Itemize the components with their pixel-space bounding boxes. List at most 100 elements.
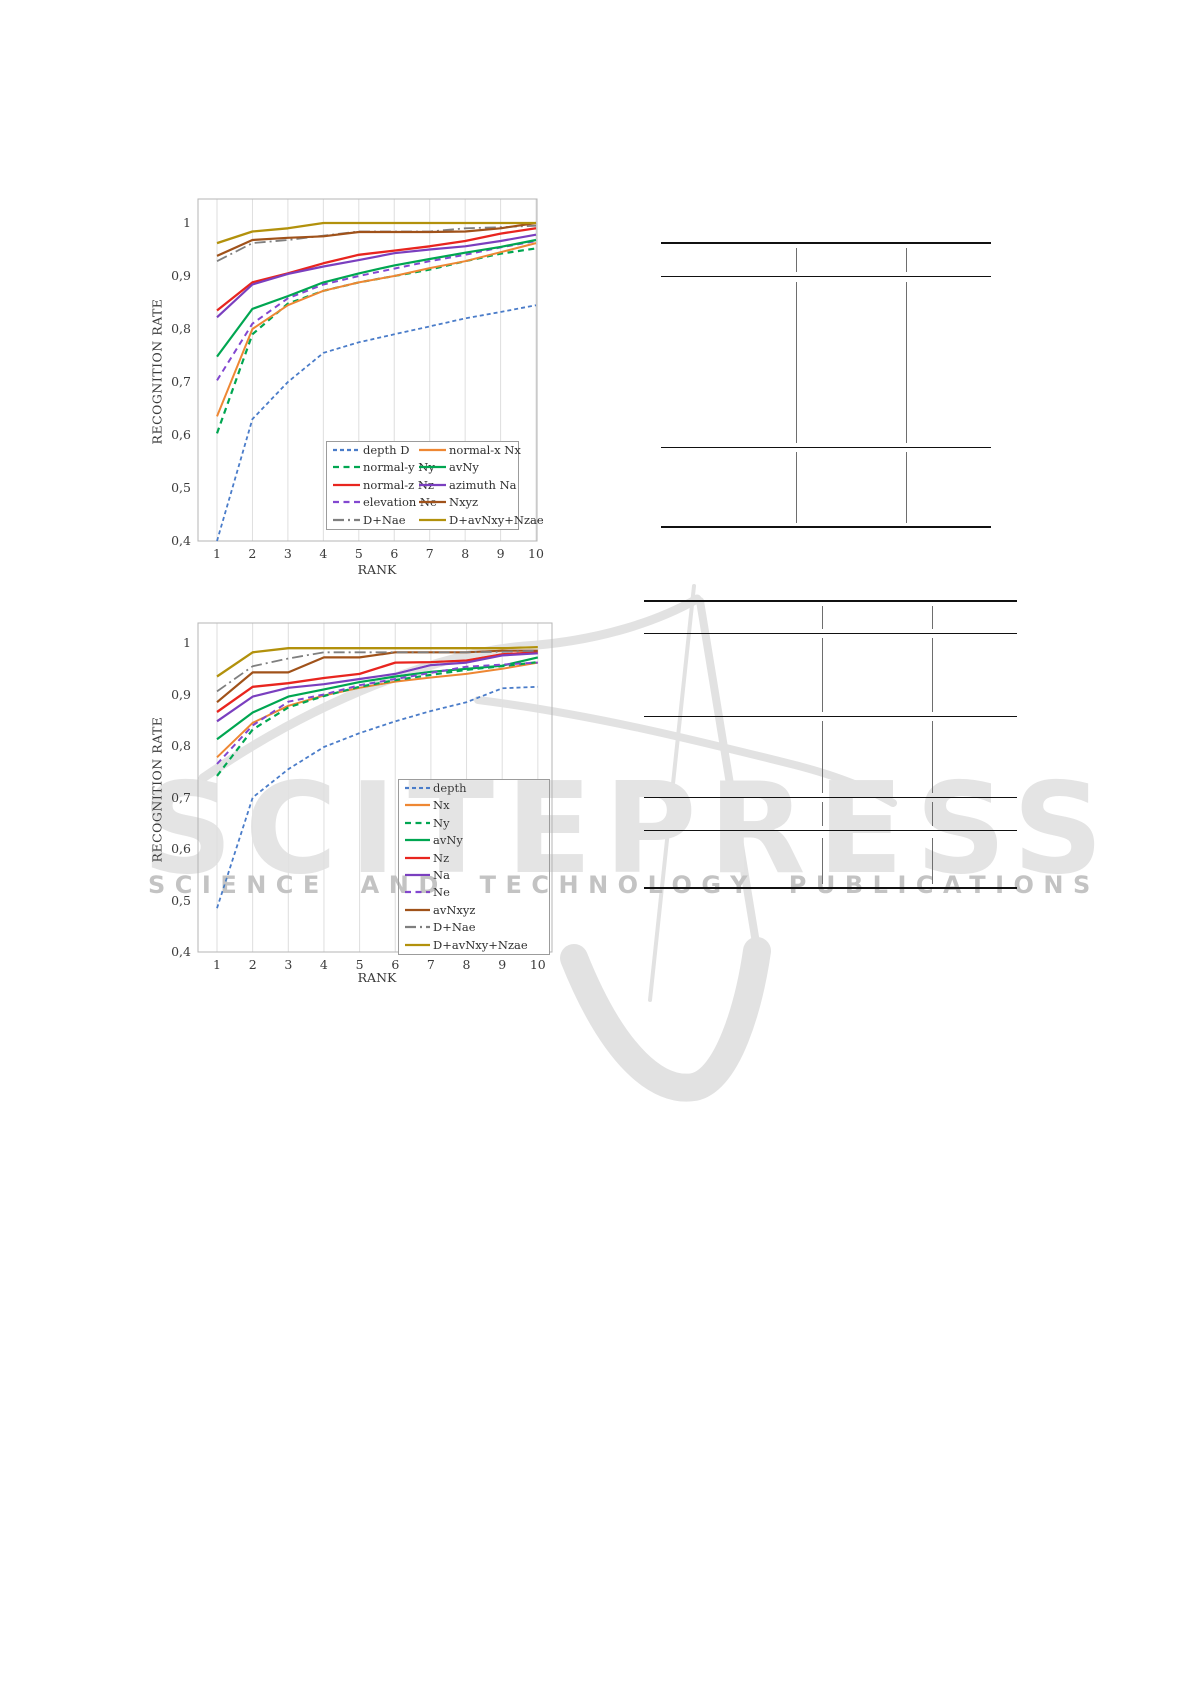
- legend-item-Ny: Ny: [433, 815, 450, 830]
- legend-item-avNy: avNy: [433, 833, 463, 848]
- chart1-xtick: 8: [461, 546, 470, 561]
- legend-line-swatch: [405, 856, 430, 859]
- chart1-ytick: 0,6: [171, 427, 191, 442]
- legend-item-avNy: avNy: [449, 460, 479, 475]
- legend-line-swatch: [405, 908, 430, 911]
- table2-header-rule: [644, 632, 1017, 634]
- table2-section-rule: [644, 796, 1017, 798]
- table2-col-divider: [822, 606, 824, 629]
- legend-line-swatch: [333, 518, 360, 521]
- chart2-xtick: 9: [498, 957, 507, 972]
- chart2-xtick: 1: [213, 957, 221, 972]
- chart1-ytick: 0,9: [171, 268, 191, 283]
- legend-item-avNxyz: avNxyz: [433, 902, 476, 917]
- legend-item-D+Nae: D+Nae: [363, 512, 406, 527]
- chart1-xtick: 2: [248, 546, 257, 561]
- series-Nz: [216, 651, 538, 713]
- chart2-ytick: 1: [183, 635, 191, 650]
- legend-item-Nxyz: Nxyz: [449, 495, 479, 510]
- chart2-x-axis-title: RANK: [357, 970, 397, 985]
- chart1-xtick: 7: [425, 546, 434, 561]
- chart2-ytick: 0,4: [171, 944, 191, 959]
- legend-line-swatch: [405, 873, 430, 877]
- legend-line-swatch: [333, 483, 360, 486]
- table1-col-divider: [796, 248, 798, 272]
- chart1-xtick: 9: [496, 546, 505, 561]
- legend-item-depth: depth: [433, 781, 467, 795]
- chart1-xtick: 4: [319, 546, 328, 561]
- chart1-xtick: 1: [213, 546, 221, 561]
- chart2-xtick: 10: [529, 957, 546, 972]
- chart2-ytick: 0,8: [171, 738, 191, 753]
- table2-col-divider: [822, 638, 824, 712]
- legend-item-depth D: depth D: [363, 443, 410, 457]
- legend-item-Ne: Ne: [433, 885, 450, 900]
- chart2-xtick: 8: [462, 957, 471, 972]
- legend-item-D+avNxy+Nzae: D+avNxy+Nzae: [449, 512, 544, 527]
- legend-line-swatch: [419, 501, 446, 504]
- series-avNy: [216, 238, 537, 358]
- legend-line-swatch: [405, 943, 430, 946]
- table2-col-divider: [932, 606, 934, 629]
- table2-col-divider: [932, 638, 934, 712]
- table1-bottom-rule: [661, 525, 991, 529]
- plot-border: [197, 198, 538, 542]
- table1-header-rule: [661, 275, 991, 277]
- table2-col-divider: [822, 721, 824, 793]
- chart1-x-axis-title: RANK: [357, 562, 397, 577]
- chart2-ytick: 0,7: [171, 789, 191, 805]
- chart1-ytick: 0,5: [171, 480, 191, 495]
- table2-top-rule: [644, 599, 1017, 602]
- legend-line-swatch: [333, 466, 360, 469]
- series-azimuth Na: [216, 233, 537, 319]
- series-Nxyz: [216, 221, 537, 257]
- legend-item-Nx: Nx: [433, 798, 450, 813]
- legend-line-swatch: [405, 786, 430, 790]
- table2-col-divider: [932, 802, 934, 826]
- chart2-xtick: 5: [355, 957, 364, 972]
- legend-item-Nz: Nz: [433, 850, 450, 865]
- chart1-xtick: 6: [390, 546, 399, 561]
- table1-col-divider: [906, 248, 908, 272]
- series-Na: [216, 652, 538, 723]
- chart1-ytick: 1: [183, 215, 191, 230]
- legend-line-swatch: [419, 483, 446, 486]
- legend-line-swatch: [333, 448, 360, 452]
- legend-line-swatch: [405, 926, 430, 929]
- legend-item-normal-z Nz: normal-z Nz: [363, 477, 434, 492]
- series-Ne: [216, 661, 538, 765]
- series-normal-z Nz: [216, 227, 537, 312]
- chart2-ytick: 0,6: [171, 841, 191, 856]
- legend-line-swatch: [419, 466, 446, 469]
- series-D+Nae: [216, 224, 537, 263]
- series-elevation Ne: [216, 240, 537, 381]
- chart1-ytick: 0,8: [171, 321, 191, 336]
- chart1-xtick: 3: [283, 546, 292, 561]
- table2-section-rule: [644, 829, 1017, 831]
- chart2-xtick: 6: [391, 957, 400, 972]
- table2-col-divider: [932, 838, 934, 884]
- chart2-xtick: 7: [426, 957, 435, 972]
- table1-top-rule: [661, 242, 991, 245]
- chart2-xtick: 3: [284, 957, 293, 972]
- table2-bottom-rule: [644, 887, 1017, 890]
- legend-line-swatch: [405, 821, 430, 824]
- chart2-ytick: 0,5: [171, 892, 191, 908]
- chart1-ytick: 0,4: [171, 533, 191, 548]
- chart2-xtick: 2: [248, 957, 257, 972]
- series-D+avNxy+Nzae: [216, 221, 536, 245]
- legend-item-D+avNxy+Nzae: D+avNxy+Nzae: [433, 937, 528, 952]
- legend-item-Na: Na: [433, 868, 450, 882]
- table1-section-rule: [661, 446, 991, 448]
- legend-line-swatch: [405, 891, 430, 894]
- legend-item-elevation Ne: elevation Ne: [363, 495, 437, 510]
- chart1-y-axis-title: RECOGNITION RATE: [149, 298, 165, 445]
- legend-line-swatch: [419, 448, 446, 452]
- table2-col-divider: [932, 721, 934, 793]
- series-normal-x Nx: [216, 242, 537, 417]
- chart1-xtick: 10: [528, 546, 544, 561]
- table2-section-rule: [644, 715, 1017, 717]
- table1-col-divider: [906, 282, 908, 443]
